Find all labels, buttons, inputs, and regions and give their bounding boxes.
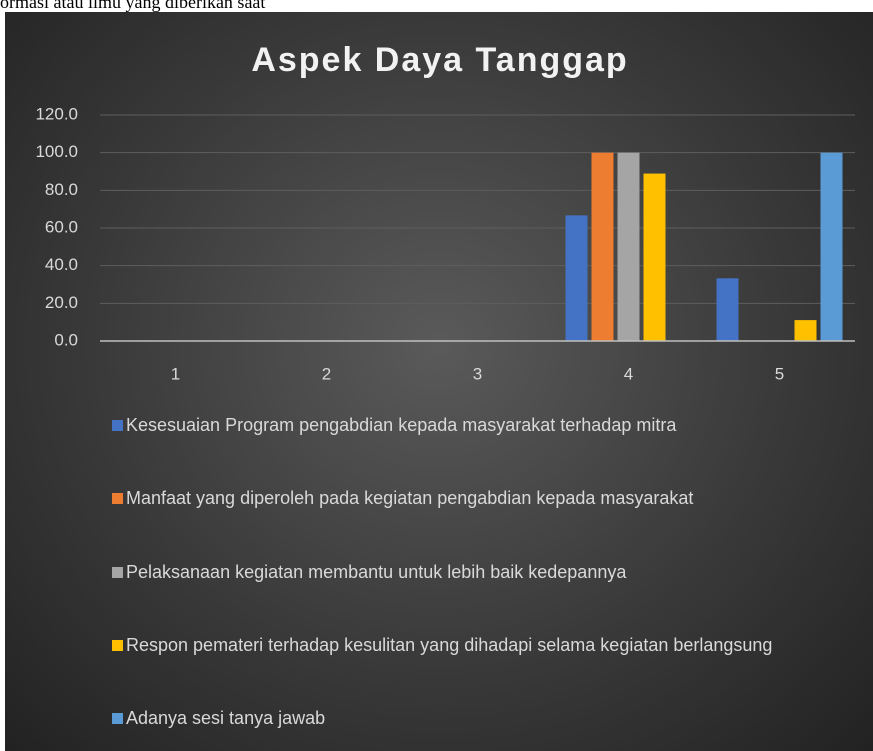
legend-item: Kesesuaian Program pengabdian kepada mas… — [112, 409, 802, 441]
x-tick-label: 1 — [171, 364, 180, 383]
bar — [820, 152, 843, 341]
bar — [716, 278, 739, 341]
legend-swatch — [112, 493, 123, 504]
bar — [565, 215, 588, 341]
y-tick-label: 20.0 — [45, 293, 78, 312]
bar — [617, 152, 640, 341]
chart-title: Aspek Daya Tanggap — [251, 41, 628, 79]
x-tick-label: 3 — [473, 364, 482, 383]
x-tick-label: 5 — [775, 364, 784, 383]
y-tick-label: 0.0 — [54, 330, 78, 349]
legend-swatch — [112, 420, 123, 431]
y-tick-label: 80.0 — [45, 180, 78, 199]
legend-label: Adanya sesi tanya jawab — [126, 708, 326, 728]
legend-item: Respon pemateri terhadap kesulitan yang … — [112, 629, 802, 661]
legend-label: Manfaat yang diperoleh pada kegiatan pen… — [126, 488, 694, 508]
y-tick-label: 100.0 — [35, 142, 78, 161]
legend-label: Pelaksanaan kegiatan membantu untuk lebi… — [126, 562, 627, 582]
x-tick-label: 2 — [322, 364, 331, 383]
legend-swatch — [112, 567, 123, 578]
y-tick-label: 40.0 — [45, 255, 78, 274]
legend-swatch — [112, 713, 123, 724]
legend-item: Pelaksanaan kegiatan membantu untuk lebi… — [112, 556, 802, 588]
legend-label: Respon pemateri terhadap kesulitan yang … — [126, 635, 773, 655]
legend-item: Manfaat yang diperoleh pada kegiatan pen… — [112, 482, 802, 514]
y-tick-label: 120.0 — [35, 104, 78, 123]
legend-item: Adanya sesi tanya jawab — [112, 702, 802, 734]
x-tick-label: 4 — [624, 364, 633, 383]
bar — [591, 152, 614, 341]
bar — [794, 320, 817, 341]
legend-swatch — [112, 640, 123, 651]
cropped-text: ormasi atau ilmu yang diberikan saat — [0, 0, 266, 12]
y-tick-label: 60.0 — [45, 217, 78, 236]
chart-panel — [5, 12, 873, 751]
bar — [643, 173, 666, 341]
legend-label: Kesesuaian Program pengabdian kepada mas… — [126, 415, 677, 435]
